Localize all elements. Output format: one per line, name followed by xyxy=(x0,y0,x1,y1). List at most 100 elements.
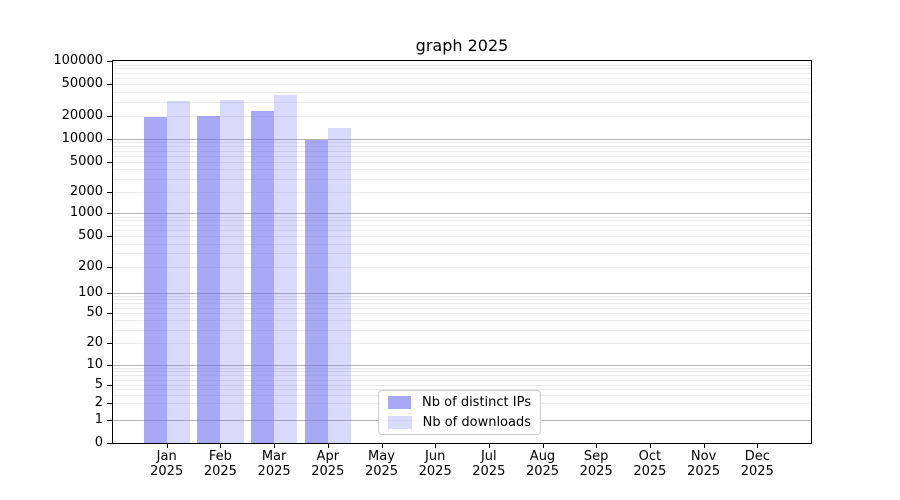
x-tick-label: Oct 2025 xyxy=(633,449,667,479)
legend-label-distinct-ips: Nb of distinct IPs xyxy=(422,395,531,410)
chart-title: graph 2025 xyxy=(415,36,509,55)
y-tick-label: 1 xyxy=(94,412,103,427)
y-gridline-major xyxy=(113,213,811,214)
y-gridline-minor xyxy=(113,375,811,377)
y-tick-label: 2 xyxy=(94,395,103,410)
y-gridline-minor xyxy=(113,307,811,309)
y-gridline-major xyxy=(113,138,811,140)
y-gridline-minor xyxy=(113,236,811,237)
x-tick-label: Feb 2025 xyxy=(203,449,237,479)
y-gridline-minor xyxy=(113,84,811,85)
x-tick xyxy=(220,444,222,448)
y-tick-label: 5 xyxy=(94,377,103,392)
x-tick-label: Jan 2025 xyxy=(150,449,184,479)
x-tick xyxy=(327,444,329,448)
y-tick xyxy=(107,403,112,404)
x-tick-label: May 2025 xyxy=(364,449,399,479)
y-gridline-minor xyxy=(113,146,811,148)
legend-item-downloads: Nb of downloads xyxy=(388,415,531,430)
y-gridline-minor xyxy=(113,224,811,226)
y-tick xyxy=(107,443,112,444)
bar-nb-of-distinct-ips xyxy=(143,117,167,443)
y-tick xyxy=(107,213,112,214)
y-gridline-minor xyxy=(113,379,811,381)
x-tick xyxy=(542,444,544,448)
y-tick xyxy=(107,365,112,366)
y-gridline-minor xyxy=(113,178,811,180)
y-gridline-major xyxy=(113,293,811,294)
y-gridline-minor xyxy=(113,216,811,218)
bar-nb-of-distinct-ips xyxy=(250,110,275,443)
bar-nb-of-downloads xyxy=(274,95,298,443)
x-tick-label: Dec 2025 xyxy=(740,449,774,479)
x-tick xyxy=(274,444,276,448)
y-tick-label: 20000 xyxy=(61,108,103,123)
legend-swatch xyxy=(388,396,412,409)
y-tick xyxy=(107,162,112,163)
x-tick-label: Nov 2025 xyxy=(687,449,721,479)
y-gridline-minor xyxy=(113,78,811,79)
x-tick xyxy=(757,444,759,448)
y-gridline-minor xyxy=(113,220,811,222)
x-tick xyxy=(649,444,651,448)
y-gridline-minor xyxy=(113,329,811,331)
y-tick-label: 100 xyxy=(78,285,103,300)
y-tick xyxy=(107,267,112,268)
y-gridline-minor xyxy=(113,162,811,163)
y-tick-label: 0 xyxy=(94,435,103,450)
y-tick xyxy=(107,385,112,386)
plot-area xyxy=(112,60,812,444)
y-gridline-minor xyxy=(113,299,811,301)
legend-item-distinct-ips: Nb of distinct IPs xyxy=(388,395,531,410)
y-tick-label: 50000 xyxy=(61,76,103,91)
y-gridline-minor xyxy=(113,155,811,157)
y-gridline-minor xyxy=(113,320,811,322)
y-gridline-minor xyxy=(113,64,811,66)
y-tick xyxy=(107,84,112,85)
y-tick-label: 2000 xyxy=(69,184,103,199)
y-gridline-minor xyxy=(113,385,811,386)
y-gridline-minor xyxy=(113,267,811,268)
bar-nb-of-distinct-ips xyxy=(197,116,221,443)
y-tick-label: 10000 xyxy=(61,130,103,146)
y-tick-label: 500 xyxy=(78,228,103,243)
bar-nb-of-downloads xyxy=(220,99,244,443)
y-tick-label: 10 xyxy=(86,357,103,372)
y-gridline-minor xyxy=(113,303,811,305)
y-gridline-minor xyxy=(113,296,811,297)
y-tick xyxy=(107,313,112,314)
y-tick-label: 100000 xyxy=(53,53,103,68)
legend: Nb of distinct IPs Nb of downloads xyxy=(378,390,541,435)
x-tick-label: Sep 2025 xyxy=(579,449,613,479)
y-tick xyxy=(107,293,112,294)
x-tick-label: Jun 2025 xyxy=(418,449,452,479)
x-tick-label: Aug 2025 xyxy=(525,449,560,479)
legend-label-downloads: Nb of downloads xyxy=(422,415,531,430)
x-tick xyxy=(596,444,598,448)
y-gridline-minor xyxy=(113,91,811,93)
y-tick xyxy=(107,138,112,140)
y-gridline-minor xyxy=(113,68,811,70)
y-gridline-minor xyxy=(113,243,811,245)
y-tick xyxy=(107,343,112,344)
bar-nb-of-distinct-ips xyxy=(304,140,328,443)
x-tick xyxy=(435,444,437,448)
y-gridline-minor xyxy=(113,313,811,314)
y-tick-label: 5000 xyxy=(69,154,103,169)
x-tick xyxy=(381,444,383,448)
bar-nb-of-downloads xyxy=(166,101,190,443)
y-tick-label: 1000 xyxy=(69,205,103,220)
legend-swatch xyxy=(388,416,412,429)
y-tick xyxy=(107,116,112,117)
y-gridline-major xyxy=(113,365,811,366)
y-gridline-minor xyxy=(113,368,811,369)
x-tick-label: Mar 2025 xyxy=(257,449,291,479)
y-gridline-minor xyxy=(113,192,811,193)
y-tick-label: 50 xyxy=(86,305,103,320)
x-tick-label: Jul 2025 xyxy=(472,449,506,479)
x-tick xyxy=(166,444,168,448)
x-tick-label: Apr 2025 xyxy=(311,449,345,479)
y-tick xyxy=(107,236,112,237)
y-gridline-minor xyxy=(113,389,811,391)
